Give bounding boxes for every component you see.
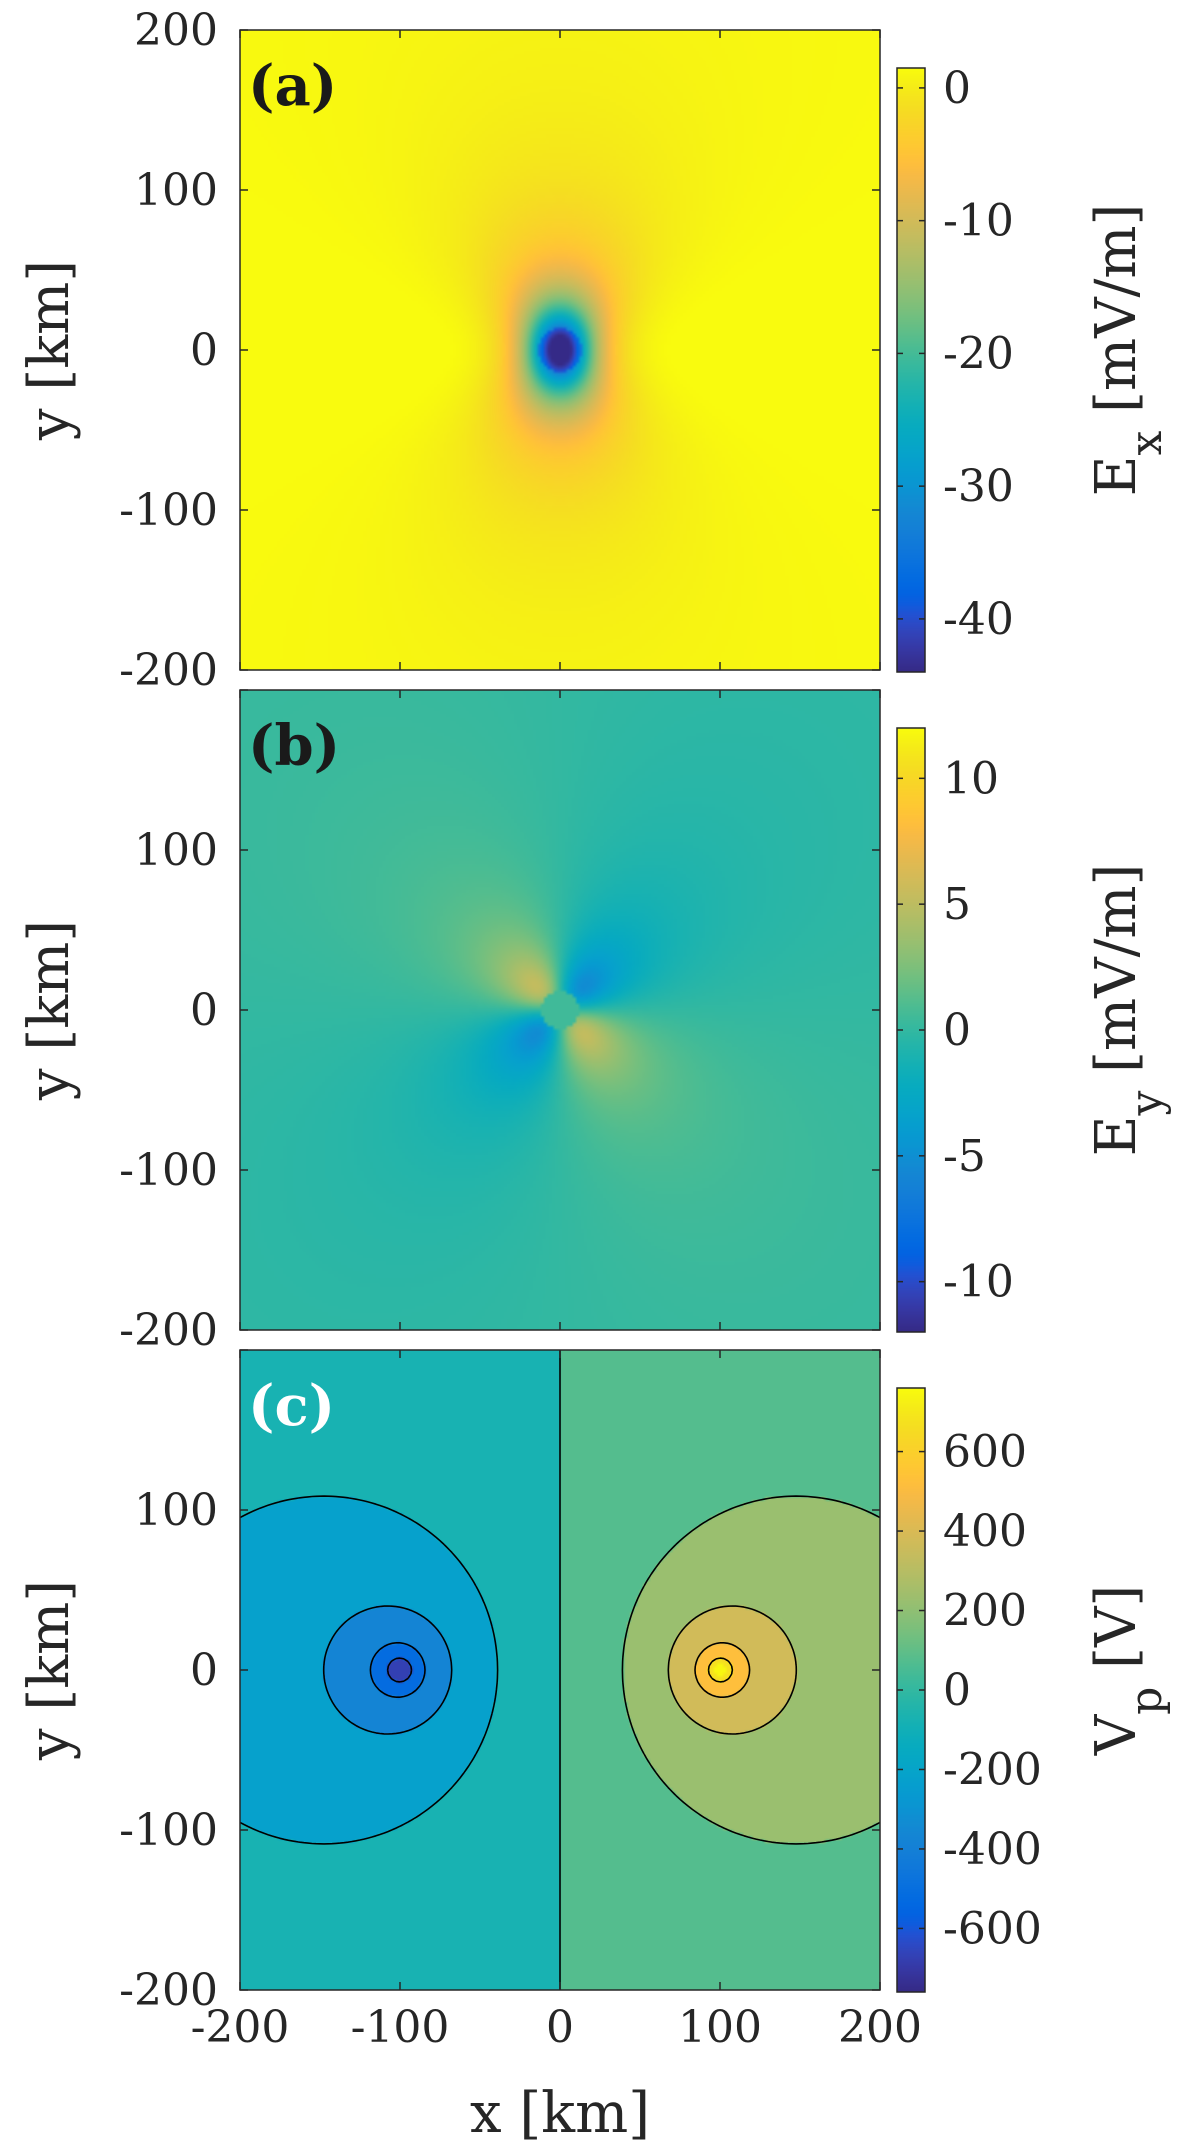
- contour-line: [239, 1495, 499, 1845]
- y-tick-label: 0: [190, 325, 218, 376]
- colorbar-tick-label: 600: [943, 1427, 1027, 1478]
- contour-line: [369, 1642, 426, 1698]
- y-axis-label: y [km]: [17, 260, 82, 441]
- colorbar-tick-label: 0: [943, 1005, 971, 1056]
- colorbar-label-sub: p: [1121, 1687, 1172, 1715]
- colorbar-tick-label: -10: [943, 196, 1014, 247]
- y-tick-label: -200: [119, 1965, 218, 2016]
- x-tick-label: 0: [546, 2002, 574, 2053]
- contour-line: [667, 1605, 798, 1735]
- heatmap-Ey: [240, 690, 880, 1330]
- y-tick-label: -100: [119, 485, 218, 536]
- panel-label: (b): [248, 713, 340, 779]
- colorbar-label-main: E: [1084, 1115, 1149, 1156]
- y-tick-label: 200: [134, 5, 218, 56]
- colorbar-tick-label: 0: [943, 1665, 971, 1716]
- contour-line: [386, 1657, 413, 1683]
- colorbar-label: Ey [mV/m]: [1084, 864, 1172, 1157]
- colorbar-label-main: E: [1084, 455, 1149, 496]
- colorbar-tick-label: -5: [943, 1131, 986, 1182]
- colorbar-gradient: [897, 68, 925, 672]
- x-tick-label: 100: [678, 2002, 762, 2053]
- colorbar-tick-label: -30: [943, 461, 1014, 512]
- colorbar-tick-label: 5: [943, 879, 971, 930]
- x-tick-label: 200: [838, 2002, 922, 2053]
- y-tick-label: 100: [134, 825, 218, 876]
- y-tick-label: -200: [119, 645, 218, 696]
- contour-line: [707, 1657, 734, 1683]
- contour-line: [621, 1495, 881, 1845]
- colorbar-tick-label: 0: [943, 63, 971, 114]
- colorbar-label-main: V: [1084, 1713, 1149, 1756]
- y-tick-label: 0: [190, 1645, 218, 1696]
- colorbar-label-sub: x: [1121, 430, 1172, 455]
- x-axis-label: x [km]: [470, 2081, 650, 2146]
- heatmap-Ex: [240, 30, 880, 670]
- colorbar-tick-label: -20: [943, 328, 1014, 379]
- colorbar-frame: [896, 67, 926, 673]
- colorbar-tick-label: -200: [943, 1744, 1042, 1795]
- y-tick-label: -100: [119, 1805, 218, 1856]
- colorbar-tick-label: 10: [943, 753, 999, 804]
- y-tick-label: 0: [190, 985, 218, 1036]
- y-tick-label: -200: [119, 1305, 218, 1356]
- colorbar-tick-label: -40: [943, 594, 1014, 645]
- colorbar-label: Ex [mV/m]: [1084, 204, 1172, 497]
- y-tick-label: 100: [134, 1485, 218, 1536]
- panel-label: (c): [248, 1373, 335, 1439]
- y-tick-label: 100: [134, 165, 218, 216]
- colorbar-label: Vp [V]: [1084, 1585, 1172, 1757]
- x-tick-label: -100: [351, 2002, 450, 2053]
- colorbar-label-sub: y: [1121, 1090, 1172, 1116]
- colorbar-tick-label: -10: [943, 1257, 1014, 1308]
- colorbar-label-unit: [V]: [1084, 1585, 1149, 1687]
- panel-label: (a): [248, 53, 337, 119]
- colorbar-tick-label: -400: [943, 1824, 1042, 1875]
- y-axis-label: y [km]: [17, 920, 82, 1101]
- contour-line: [694, 1642, 751, 1698]
- colorbar-label-unit: [mV/m]: [1084, 864, 1149, 1091]
- x-tick-label: -200: [191, 2002, 290, 2053]
- colorbar-label-unit: [mV/m]: [1084, 204, 1149, 431]
- y-tick-label: -100: [119, 1145, 218, 1196]
- colorbar-tick-label: 200: [943, 1586, 1027, 1637]
- y-axis-label: y [km]: [17, 1580, 82, 1761]
- contour-line: [322, 1605, 453, 1735]
- colorbar-tick-label: -600: [943, 1903, 1042, 1954]
- colorbar-tick-label: 400: [943, 1506, 1027, 1557]
